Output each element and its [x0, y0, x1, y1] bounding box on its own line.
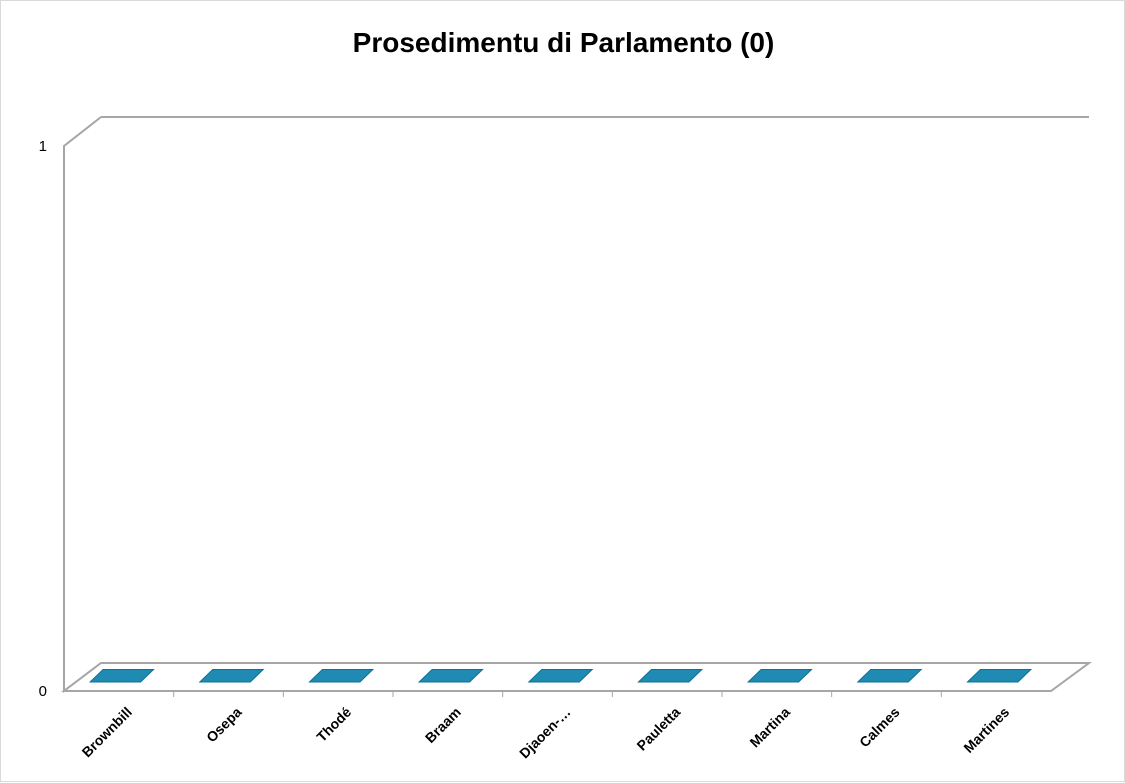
axes: [61, 116, 1093, 697]
x-tick-label: Braam: [422, 704, 464, 746]
bar-1: [88, 668, 155, 683]
bar-9: [966, 668, 1033, 683]
x-tick-label: Calmes: [856, 704, 903, 751]
bar-6: [637, 668, 704, 683]
side-wall: [63, 116, 102, 694]
x-tick-label: Martina: [746, 704, 793, 751]
x-tick-label: Osepa: [203, 704, 245, 746]
bar-2: [198, 668, 265, 683]
bar-7: [746, 668, 813, 683]
bar-4: [417, 668, 484, 683]
x-tick-label: Djaoen-…: [516, 704, 574, 762]
y-tick-label: 0: [39, 683, 47, 700]
x-tick-label: Pauletta: [633, 704, 683, 754]
bar-5: [527, 668, 594, 683]
bar-3: [308, 668, 375, 683]
chart-title: Prosedimentu di Parlamento (0): [352, 27, 775, 58]
y-tick-label: 1: [39, 138, 47, 155]
x-tick-label: Thodé: [313, 704, 354, 745]
x-tick-label: Martines: [960, 704, 1012, 756]
x-tick-label: Brownbill: [79, 704, 135, 760]
bar-8: [856, 668, 923, 683]
bars: [88, 668, 1033, 683]
